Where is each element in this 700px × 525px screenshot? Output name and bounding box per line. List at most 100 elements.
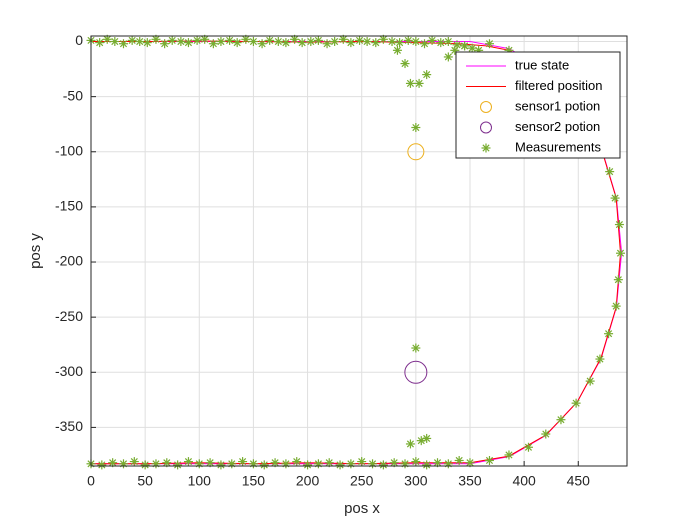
marker-stroke bbox=[412, 344, 420, 352]
measurement-marker bbox=[173, 460, 183, 470]
measurement-marker bbox=[200, 34, 210, 44]
marker-stroke bbox=[152, 35, 160, 43]
measurement-marker bbox=[420, 39, 430, 49]
marker-stroke bbox=[605, 330, 613, 338]
measurement-marker bbox=[523, 442, 533, 452]
measurement-marker bbox=[306, 37, 316, 47]
measurement-marker bbox=[335, 460, 345, 470]
legend-box bbox=[455, 51, 621, 159]
marker-stroke bbox=[177, 37, 185, 46]
marker-stroke bbox=[612, 302, 620, 310]
marker-stroke bbox=[412, 123, 420, 132]
measurement-marker bbox=[422, 433, 432, 443]
x-tick-label: 100 bbox=[188, 473, 212, 489]
marker-stroke bbox=[161, 40, 169, 48]
marker-stroke bbox=[206, 459, 214, 467]
marker-stroke bbox=[217, 37, 225, 46]
marker-stroke bbox=[174, 461, 182, 469]
measurement-marker bbox=[118, 459, 128, 469]
measurement-marker bbox=[216, 37, 226, 47]
measurement-marker bbox=[281, 459, 291, 469]
measurement-marker bbox=[400, 459, 410, 469]
marker-stroke bbox=[542, 430, 550, 438]
marker-stroke bbox=[401, 59, 409, 68]
marker-stroke bbox=[98, 461, 106, 469]
measurement-marker bbox=[330, 37, 340, 47]
marker-stroke bbox=[226, 36, 234, 44]
measurement-marker bbox=[422, 460, 432, 470]
x-tick-label: 50 bbox=[137, 473, 153, 489]
marker-stroke bbox=[331, 37, 339, 46]
marker-stroke bbox=[242, 35, 250, 43]
measurement-marker bbox=[611, 301, 621, 311]
y-tick-label: -100 bbox=[55, 142, 83, 158]
measurement-marker bbox=[395, 38, 405, 48]
marker-stroke bbox=[130, 458, 138, 466]
marker-stroke bbox=[406, 440, 415, 448]
measurement-marker bbox=[110, 37, 120, 47]
sensor-marker bbox=[404, 360, 428, 384]
marker-stroke bbox=[339, 35, 347, 43]
marker-stroke bbox=[433, 459, 442, 467]
marker-stroke bbox=[303, 461, 312, 469]
measurement-marker bbox=[142, 38, 152, 48]
measurement-marker bbox=[232, 38, 242, 48]
marker-stroke bbox=[168, 36, 176, 44]
marker-stroke bbox=[293, 458, 301, 466]
measurement-marker bbox=[378, 460, 388, 470]
y-tick-label: -150 bbox=[55, 198, 83, 214]
measurement-marker bbox=[604, 329, 614, 339]
measurement-marker bbox=[135, 37, 145, 47]
marker-stroke bbox=[444, 37, 452, 46]
measurement-marker bbox=[248, 37, 258, 47]
marker-stroke bbox=[233, 39, 241, 47]
x-tick-label: 350 bbox=[458, 473, 482, 489]
measurement-marker bbox=[371, 38, 381, 48]
marker-stroke bbox=[314, 36, 322, 44]
measurement-marker bbox=[443, 52, 453, 62]
measurement-marker bbox=[411, 457, 421, 467]
legend-swatch bbox=[480, 101, 492, 113]
marker-stroke bbox=[136, 37, 144, 46]
marker-stroke bbox=[451, 46, 459, 54]
measurement-marker bbox=[610, 193, 620, 203]
legend-label: Measurements bbox=[515, 139, 601, 154]
measurement-marker bbox=[484, 39, 494, 49]
marker-stroke bbox=[444, 53, 452, 61]
legend-label: filtered position bbox=[515, 78, 602, 93]
measurement-marker bbox=[151, 459, 161, 469]
x-tick-label: 400 bbox=[512, 473, 536, 489]
x-tick-label: 200 bbox=[296, 473, 320, 489]
marker-stroke bbox=[428, 36, 436, 44]
marker-stroke bbox=[239, 458, 247, 466]
measurement-marker bbox=[194, 459, 204, 469]
measurement-marker bbox=[405, 439, 415, 449]
marker-stroke bbox=[298, 39, 306, 47]
marker-stroke bbox=[307, 37, 315, 46]
marker-stroke bbox=[606, 168, 614, 176]
x-tick-label: 0 bbox=[87, 473, 95, 489]
marker-stroke bbox=[482, 144, 490, 152]
y-tick-label: 0 bbox=[75, 32, 83, 48]
measurement-marker bbox=[605, 167, 615, 177]
measurement-marker bbox=[176, 37, 186, 47]
measurement-marker bbox=[411, 343, 421, 353]
marker-stroke bbox=[355, 36, 364, 44]
marker-stroke bbox=[485, 456, 494, 465]
marker-stroke bbox=[201, 35, 209, 43]
measurement-marker bbox=[400, 59, 410, 69]
marker-stroke bbox=[485, 40, 494, 48]
marker-stroke bbox=[325, 459, 333, 467]
measurement-marker bbox=[357, 457, 367, 467]
marker-stroke bbox=[557, 416, 565, 424]
measurement-marker bbox=[338, 34, 348, 44]
measurement-marker bbox=[411, 123, 421, 133]
measurement-marker bbox=[460, 41, 470, 51]
measurement-marker bbox=[362, 37, 372, 47]
marker-stroke bbox=[358, 458, 366, 466]
measurement-marker bbox=[504, 450, 514, 460]
marker-stroke bbox=[379, 461, 387, 469]
legend-label: sensor1 potion bbox=[515, 98, 600, 113]
x-tick-label: 300 bbox=[404, 473, 428, 489]
